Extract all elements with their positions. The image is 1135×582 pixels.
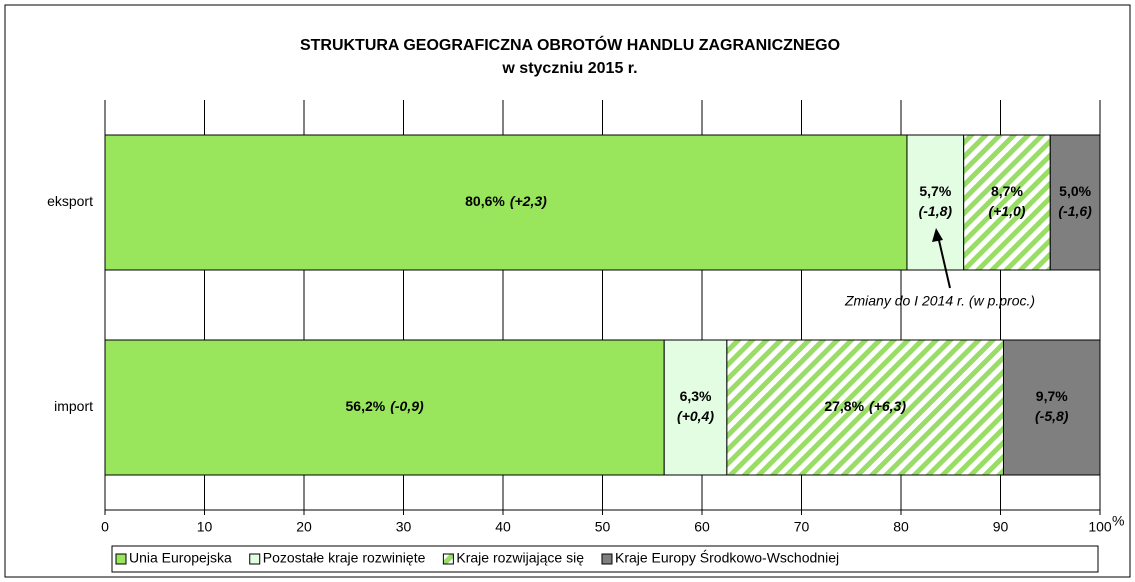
change-label: (+0,4): [677, 408, 714, 424]
y-tick-label: import: [54, 398, 93, 414]
change-label: (-5,8): [1035, 408, 1069, 424]
annotation-arrow: [937, 235, 951, 289]
change-label: (-1,6): [1058, 203, 1092, 219]
change-label: (+2,3): [510, 193, 547, 209]
x-tick-label: 20: [296, 519, 312, 535]
value-label: 80,6%: [465, 193, 505, 209]
x-tick-label: 100: [1088, 519, 1112, 535]
legend-label: Unia Europejska: [129, 550, 232, 566]
bar-segment: [906, 134, 965, 271]
x-tick-label: 30: [396, 519, 412, 535]
bar-segment: [1049, 134, 1101, 271]
legend-label: Pozostałe kraje rozwinięte: [263, 550, 426, 566]
value-label: 5,7%: [919, 183, 951, 199]
change-label: (-0,9): [390, 398, 424, 414]
bar-segment: [1002, 339, 1101, 476]
change-label: (+6,3): [869, 398, 906, 414]
legend-swatch: [601, 553, 613, 565]
x-tick-label: 50: [595, 519, 611, 535]
change-label: (-1,8): [919, 203, 953, 219]
value-label: 6,3%: [680, 388, 712, 404]
bar-segment: [963, 134, 1051, 271]
legend-swatch: [115, 553, 127, 565]
x-tick-label: 0: [101, 519, 109, 535]
value-label: 8,7%: [991, 183, 1023, 199]
x-tick-label: 60: [694, 519, 710, 535]
legend-swatch: [442, 553, 454, 565]
bar-segment: [726, 339, 1004, 476]
chart-subtitle: w styczniu 2015 r.: [501, 60, 637, 77]
legend-label: Kraje Europy Środkowo-Wschodniej: [615, 549, 839, 566]
change-label: (+1,0): [988, 203, 1025, 219]
arrow-head: [932, 228, 943, 242]
bar-segment: [104, 339, 665, 476]
value-label: 9,7%: [1036, 388, 1068, 404]
x-tick-label: 70: [794, 519, 810, 535]
x-axis-label: %: [1112, 513, 1124, 529]
legend-label: Kraje rozwijające się: [456, 550, 584, 566]
value-label: 56,2%: [346, 398, 386, 414]
x-tick-label: 10: [197, 519, 213, 535]
y-tick-label: eksport: [47, 193, 93, 209]
chart-title: STRUKTURA GEOGRAFICZNA OBROTÓW HANDLU ZA…: [300, 35, 840, 54]
legend-swatch: [249, 553, 261, 565]
x-tick-label: 80: [893, 519, 909, 535]
value-label: 27,8%: [824, 398, 864, 414]
annotation: Zmiany do I 2014 r. (w p.proc.): [844, 293, 1035, 309]
x-tick-label: 90: [993, 519, 1009, 535]
value-label: 5,0%: [1059, 183, 1091, 199]
bar-segment: [104, 134, 908, 271]
x-tick-label: 40: [495, 519, 511, 535]
frame: [4, 4, 1131, 578]
